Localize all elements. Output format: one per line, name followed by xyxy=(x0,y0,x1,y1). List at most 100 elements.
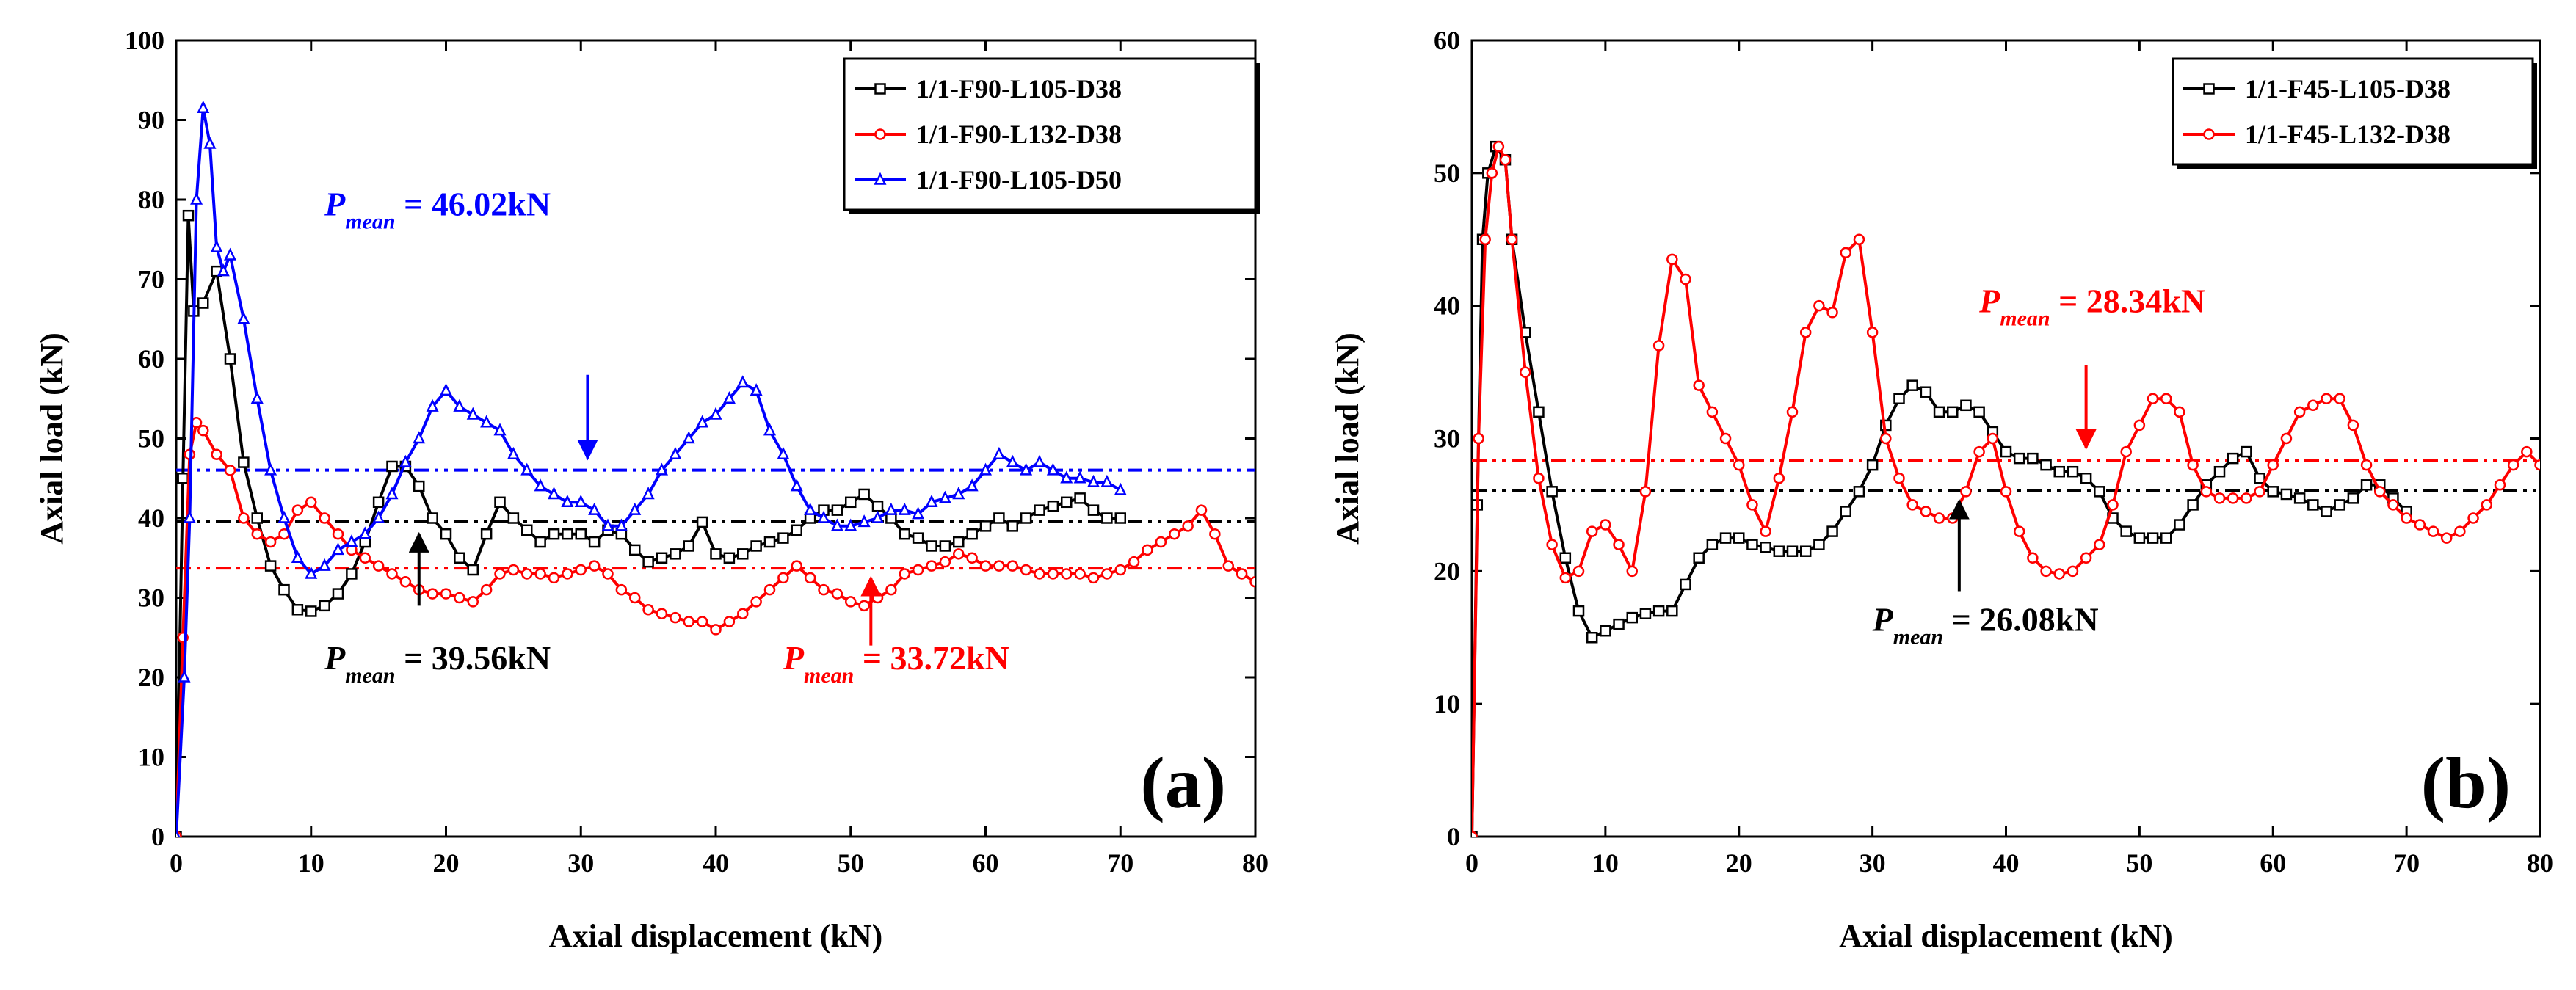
data-point-square xyxy=(926,540,937,552)
x-tick-label: 60 xyxy=(2260,848,2286,878)
data-point-triangle xyxy=(979,462,993,476)
y-axis-label: Axial load (kN) xyxy=(34,332,70,544)
annotation-subscript: mean xyxy=(2000,307,2050,331)
data-point-square xyxy=(1600,625,1611,637)
data-point-triangle xyxy=(1020,462,1033,476)
data-point-circle xyxy=(763,583,776,596)
data-point-square xyxy=(346,568,358,580)
data-point-circle xyxy=(1236,568,1248,580)
data-point-square xyxy=(305,605,317,617)
data-point-circle xyxy=(1760,525,1771,537)
data-point-square xyxy=(467,564,479,576)
data-point-circle xyxy=(588,560,601,572)
data-point-circle xyxy=(1006,560,1018,572)
plot-area xyxy=(1472,140,2540,837)
data-point-square xyxy=(1546,486,1558,498)
data-point-circle xyxy=(2013,525,2025,537)
annotation-subscript: mean xyxy=(1893,625,1943,649)
data-point-square xyxy=(899,528,910,540)
data-point-triangle xyxy=(426,398,439,412)
data-point-triangle xyxy=(480,415,493,428)
data-point-triangle xyxy=(614,518,628,531)
data-point-circle xyxy=(1101,568,1113,580)
data-point-circle xyxy=(1520,366,1531,378)
data-point-circle xyxy=(2160,393,2172,404)
data-point-circle xyxy=(2027,552,2039,564)
annotation-value: = 33.72kN xyxy=(854,639,1009,677)
data-point-triangle xyxy=(682,431,695,444)
data-point-triangle xyxy=(399,454,412,467)
data-point-circle xyxy=(683,616,694,627)
data-point-square xyxy=(1101,512,1113,524)
annotation-symbol: P xyxy=(783,639,805,677)
data-point-square xyxy=(1906,379,1918,391)
data-point-triangle xyxy=(1046,462,1059,476)
data-point-square xyxy=(845,496,857,509)
data-point-triangle xyxy=(696,415,709,428)
data-point-square xyxy=(2280,488,2293,501)
y-tick-label: 60 xyxy=(138,344,164,374)
data-point-square xyxy=(1652,605,1665,617)
data-point-circle xyxy=(670,611,681,624)
annotation-subscript: mean xyxy=(345,663,395,688)
data-point-circle xyxy=(1142,544,1153,556)
data-point-square xyxy=(2227,452,2239,465)
data-point-square xyxy=(278,583,290,596)
y-tick-label: 60 xyxy=(1434,26,1460,55)
data-point-square xyxy=(1733,532,1745,544)
x-tick-label: 60 xyxy=(973,848,999,878)
data-point-triangle xyxy=(210,239,223,252)
data-point-circle xyxy=(885,583,897,596)
data-point-square xyxy=(494,496,506,509)
data-point-circle xyxy=(912,564,924,576)
data-point-circle xyxy=(2227,492,2239,504)
data-point-circle xyxy=(1533,473,1545,484)
data-point-circle xyxy=(1652,340,1665,352)
data-point-square xyxy=(2027,452,2039,465)
data-point-circle xyxy=(1773,473,1785,484)
annotation-label: Pmean = 46.02kN xyxy=(324,186,551,234)
data-point-square xyxy=(1666,605,1678,617)
y-tick-label: 40 xyxy=(1434,291,1460,321)
series-line xyxy=(176,214,1121,837)
data-point-square xyxy=(953,536,965,548)
data-point-circle xyxy=(1020,564,1032,576)
data-point-circle xyxy=(966,552,978,564)
data-point-triangle xyxy=(264,462,277,476)
data-point-circle xyxy=(2467,512,2479,524)
data-point-circle xyxy=(750,596,762,608)
data-point-circle xyxy=(993,560,1005,572)
data-point-circle xyxy=(2387,499,2399,511)
annotation-symbol: P xyxy=(324,639,346,677)
data-point-square xyxy=(332,588,344,600)
legend-label: 1/1-F45-L132-D38 xyxy=(2245,120,2450,149)
x-tick-label: 80 xyxy=(2527,848,2553,878)
y-tick-label: 50 xyxy=(1434,159,1460,188)
data-point-square xyxy=(2160,532,2172,544)
data-point-square xyxy=(1799,545,1812,557)
data-point-square xyxy=(2267,486,2279,498)
data-point-triangle xyxy=(331,542,345,556)
data-point-square xyxy=(521,524,533,536)
data-point-square xyxy=(642,556,654,568)
annotation-label: Pmean = 39.56kN xyxy=(324,639,551,688)
data-point-square xyxy=(575,528,587,540)
data-point-triangle xyxy=(938,490,951,503)
data-point-circle xyxy=(979,560,992,572)
data-point-triangle xyxy=(250,390,264,404)
data-point-triangle xyxy=(277,510,291,523)
data-point-triangle xyxy=(217,263,230,277)
data-point-triangle xyxy=(709,407,722,420)
data-point-square xyxy=(1559,552,1572,564)
data-point-square xyxy=(1960,399,1972,412)
data-point-square xyxy=(723,552,736,564)
data-point-circle xyxy=(2040,565,2052,578)
data-point-circle xyxy=(1826,306,1838,319)
data-point-square xyxy=(440,528,452,540)
data-point-square xyxy=(2080,473,2092,484)
data-point-circle xyxy=(2321,393,2332,404)
data-point-circle xyxy=(1249,576,1255,588)
data-point-square xyxy=(2094,486,2105,498)
x-tick-label: 30 xyxy=(1860,848,1886,878)
y-tick-label: 40 xyxy=(138,503,164,533)
